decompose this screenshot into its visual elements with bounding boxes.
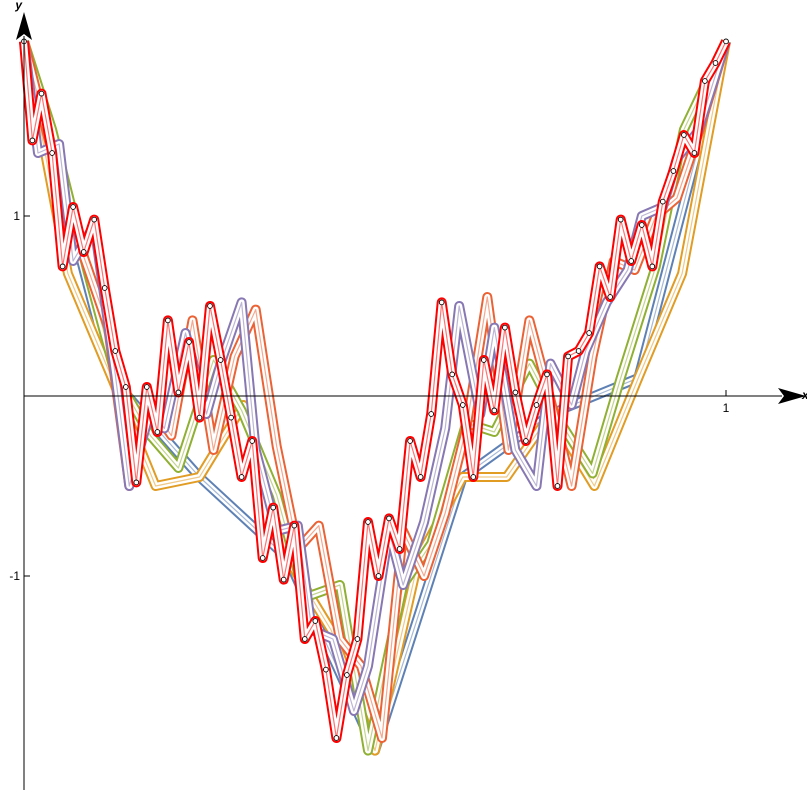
data-point	[712, 60, 719, 66]
data-point	[470, 474, 477, 480]
x-tick-label: 1	[723, 401, 730, 415]
data-point	[491, 407, 498, 414]
data-point	[681, 132, 687, 138]
data-point	[586, 330, 592, 336]
data-point	[596, 263, 603, 270]
data-point	[196, 414, 203, 421]
data-point	[628, 258, 635, 264]
data-point	[312, 618, 319, 624]
data-point	[502, 324, 508, 331]
data-point	[554, 483, 561, 489]
data-point	[270, 504, 277, 511]
data-point	[565, 353, 571, 360]
y-axis-label: y	[14, 0, 23, 12]
data-point	[238, 474, 245, 480]
data-point	[407, 438, 413, 444]
point-layer	[21, 38, 729, 741]
y-axis-arrow-icon	[16, 12, 32, 40]
data-point	[344, 672, 350, 678]
data-point	[480, 357, 487, 363]
data-point	[101, 285, 108, 291]
data-point	[459, 402, 466, 408]
series-layer	[19, 39, 731, 756]
data-point	[333, 735, 340, 741]
data-point	[417, 474, 424, 480]
data-point	[323, 666, 329, 673]
data-point	[29, 137, 36, 144]
data-point	[544, 371, 550, 378]
data-point	[154, 429, 161, 435]
data-point	[186, 339, 192, 345]
data-point	[122, 384, 129, 390]
data-point	[280, 576, 287, 583]
data-point	[91, 216, 98, 223]
data-point	[354, 636, 361, 642]
data-point	[70, 204, 76, 210]
data-point	[133, 479, 140, 486]
data-point	[49, 150, 55, 156]
data-point	[428, 411, 435, 417]
y-tick-label: 1	[13, 209, 20, 223]
data-point	[143, 384, 150, 390]
data-point	[512, 389, 519, 396]
data-point	[396, 546, 403, 552]
data-point	[617, 216, 624, 223]
data-point	[207, 303, 213, 309]
data-point	[670, 168, 677, 174]
data-point	[259, 555, 266, 561]
data-point	[38, 90, 45, 97]
x-axis-arrow-icon	[778, 388, 806, 404]
data-point	[533, 402, 540, 408]
tick-layer: 1 1 -1	[9, 209, 729, 583]
data-point	[691, 150, 698, 156]
data-point	[723, 38, 729, 45]
x-axis-label: x	[801, 388, 807, 402]
data-point	[301, 636, 308, 642]
data-point	[438, 299, 445, 306]
data-point	[702, 78, 708, 84]
data-point	[659, 198, 666, 205]
data-point	[523, 438, 529, 444]
y-tick-label: -1	[9, 569, 20, 583]
data-point	[638, 222, 645, 228]
data-point	[165, 317, 171, 324]
data-point	[375, 573, 382, 579]
data-point	[59, 263, 66, 270]
data-point	[228, 414, 234, 421]
data-point	[649, 263, 656, 270]
data-point	[80, 249, 87, 255]
series-5-line-center	[23, 41, 727, 739]
data-point	[291, 522, 298, 529]
data-point	[386, 515, 392, 522]
data-point	[365, 519, 371, 525]
data-point	[607, 294, 614, 300]
data-point	[217, 357, 224, 363]
data-point	[249, 438, 256, 444]
data-point	[175, 389, 182, 396]
data-point	[575, 348, 582, 354]
data-point	[112, 348, 119, 354]
data-point	[449, 371, 456, 378]
